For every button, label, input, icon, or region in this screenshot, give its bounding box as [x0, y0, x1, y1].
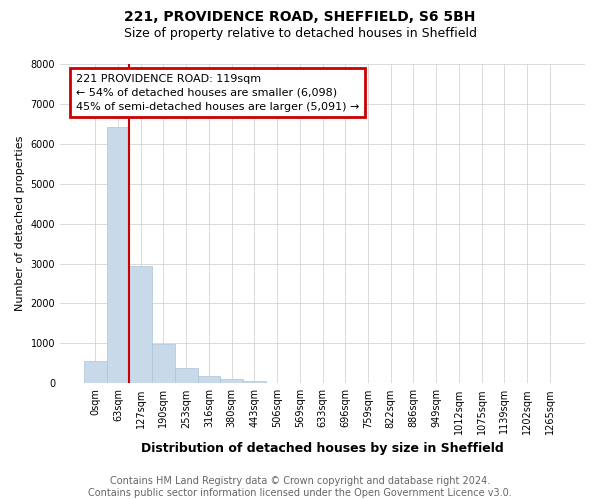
Bar	[175, 368, 197, 384]
Bar	[84, 361, 107, 384]
Text: 221 PROVIDENCE ROAD: 119sqm
← 54% of detached houses are smaller (6,098)
45% of : 221 PROVIDENCE ROAD: 119sqm ← 54% of det…	[76, 74, 359, 112]
Text: Contains HM Land Registry data © Crown copyright and database right 2024.
Contai: Contains HM Land Registry data © Crown c…	[88, 476, 512, 498]
X-axis label: Distribution of detached houses by size in Sheffield: Distribution of detached houses by size …	[141, 442, 504, 455]
Bar	[107, 127, 130, 384]
Text: 221, PROVIDENCE ROAD, SHEFFIELD, S6 5BH: 221, PROVIDENCE ROAD, SHEFFIELD, S6 5BH	[124, 10, 476, 24]
Bar	[243, 381, 266, 384]
Bar	[197, 376, 220, 384]
Text: Size of property relative to detached houses in Sheffield: Size of property relative to detached ho…	[124, 28, 476, 40]
Y-axis label: Number of detached properties: Number of detached properties	[15, 136, 25, 312]
Bar	[220, 378, 243, 384]
Bar	[266, 382, 289, 384]
Bar	[152, 344, 175, 384]
Bar	[130, 266, 152, 384]
